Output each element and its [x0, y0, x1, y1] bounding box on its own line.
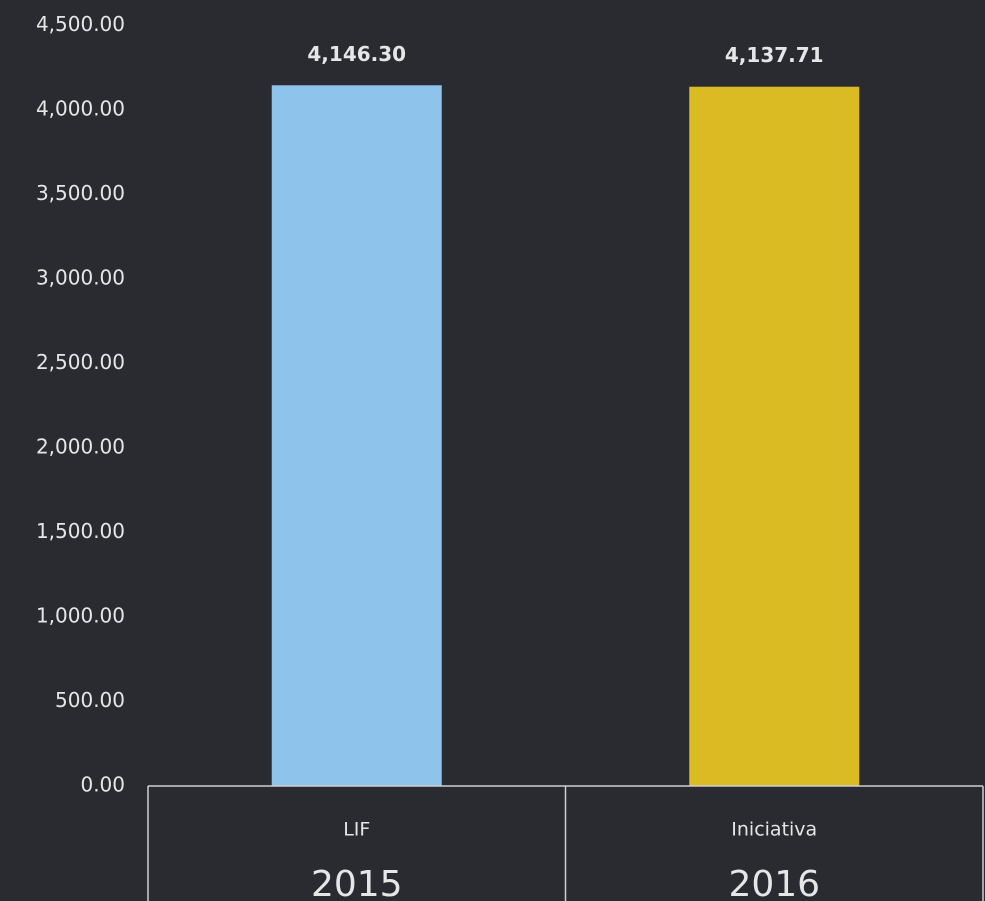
y-tick-label: 1,000.00: [36, 604, 125, 628]
y-tick-label: 3,500.00: [36, 181, 125, 205]
bar: [689, 86, 860, 787]
y-tick-label: 500.00: [55, 688, 125, 712]
data-label: 4,137.71: [725, 43, 824, 67]
data-label: 4,146.30: [307, 42, 406, 66]
x-tick-label: Iniciativa: [731, 819, 817, 841]
group-label: 2016: [728, 864, 820, 901]
y-tick-label: 0.00: [80, 773, 125, 797]
y-tick-label: 2,000.00: [36, 435, 125, 459]
y-tick-label: 3,000.00: [36, 266, 125, 290]
y-tick-label: 4,000.00: [36, 97, 125, 121]
y-tick-label: 4,500.00: [36, 12, 125, 36]
group-label: 2015: [311, 864, 403, 901]
bar: [271, 85, 442, 787]
y-tick-label: 2,500.00: [36, 350, 125, 374]
y-tick-label: 1,500.00: [36, 519, 125, 543]
x-tick-label: LIF: [343, 819, 370, 841]
